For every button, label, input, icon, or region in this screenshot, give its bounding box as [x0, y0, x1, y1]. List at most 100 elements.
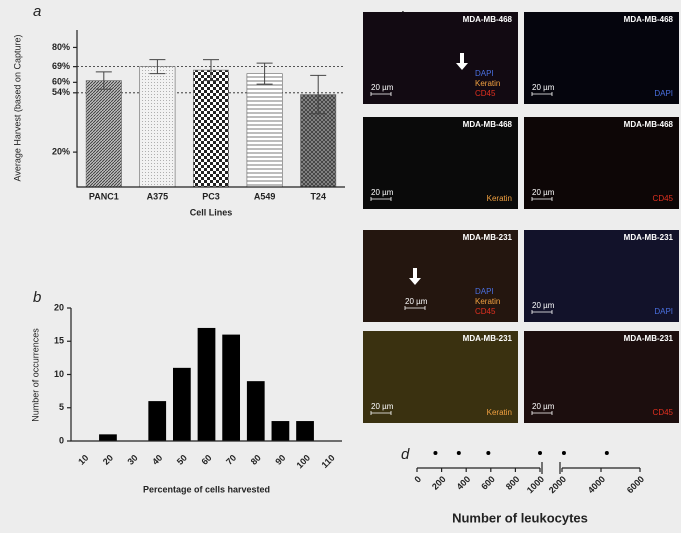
- micrograph: [524, 117, 679, 209]
- x-tick-label: 4000: [586, 474, 607, 495]
- x-tick-label: T24: [310, 191, 326, 201]
- panel-letter: b: [33, 289, 41, 306]
- x-tick-label: 0: [412, 474, 423, 485]
- x-tick-label: 10: [76, 453, 90, 467]
- bar: [246, 73, 283, 188]
- x-tick-label: 200: [430, 474, 448, 492]
- micrograph: [363, 117, 518, 209]
- x-tick-label: PC3: [202, 191, 220, 201]
- scale-bar: [370, 197, 392, 201]
- x-tick-label: 60: [199, 453, 213, 467]
- scale-label: 20 µm: [532, 83, 555, 92]
- scale-label: 20 µm: [371, 402, 394, 411]
- panel-letter: d: [401, 446, 410, 463]
- axis-break: [541, 462, 561, 474]
- x-axis-label: Number of leukocytes: [452, 510, 588, 525]
- x-tick-label: PANC1: [89, 191, 119, 201]
- scale-bar: [531, 411, 553, 415]
- x-axis-label: Cell Lines: [190, 207, 233, 217]
- image-title: MDA-MB-468: [463, 15, 513, 24]
- channel-label: DAPI: [475, 287, 494, 296]
- scale-bar: [404, 306, 426, 310]
- y-axis-label: Average Harvest (based on Capture): [12, 35, 22, 182]
- channel-label: DAPI: [654, 307, 673, 316]
- micrograph: [524, 12, 679, 104]
- x-axis-label: Percentage of cells harvested: [143, 484, 270, 494]
- channel-label: DAPI: [475, 69, 494, 78]
- y-tick-label: 69%: [52, 61, 70, 71]
- image-title: MDA-MB-231: [624, 334, 674, 343]
- panel-letter: a: [33, 3, 41, 20]
- y-tick-label: 0: [59, 435, 64, 445]
- micrograph: [363, 12, 518, 104]
- point: [538, 451, 542, 455]
- x-tick-label: 600: [479, 474, 497, 492]
- x-tick-label: 30: [126, 453, 140, 467]
- scale-label: 20 µm: [371, 188, 394, 197]
- image-title: MDA-MB-231: [463, 233, 513, 242]
- point: [604, 451, 609, 455]
- point: [456, 451, 461, 455]
- channel-label: Keratin: [487, 194, 512, 203]
- y-tick-label: 5: [59, 402, 64, 412]
- scale-bar: [531, 92, 553, 96]
- scale-label: 20 µm: [532, 402, 555, 411]
- bar: [148, 401, 167, 441]
- point: [486, 451, 491, 455]
- scale-bar: [370, 92, 392, 96]
- channel-label: Keratin: [475, 79, 500, 88]
- y-tick-label: 20: [54, 302, 64, 312]
- x-tick-label: 90: [273, 453, 287, 467]
- scale-label: 20 µm: [371, 83, 394, 92]
- x-tick-label: 1000: [525, 474, 546, 495]
- bar: [193, 69, 229, 188]
- x-tick-label: 2000: [547, 474, 568, 495]
- channel-label: Keratin: [475, 297, 500, 306]
- y-tick-label: 60%: [52, 77, 70, 87]
- image-title: MDA-MB-468: [463, 120, 513, 129]
- bar: [271, 421, 290, 441]
- x-tick-label: A549: [254, 191, 276, 201]
- image-title: MDA-MB-468: [624, 120, 674, 129]
- bar: [99, 434, 117, 441]
- x-tick-label: 80: [249, 453, 263, 467]
- point: [561, 451, 566, 455]
- scale-bar: [531, 310, 553, 314]
- channel-label: Keratin: [487, 408, 512, 417]
- micrograph: [363, 331, 518, 423]
- scale-label: 20 µm: [532, 301, 555, 310]
- micrograph: [524, 230, 679, 322]
- x-tick-label: 800: [504, 474, 522, 492]
- arrow: [456, 53, 468, 70]
- axes: [70, 308, 342, 442]
- image-title: MDA-MB-468: [624, 15, 674, 24]
- image-title: MDA-MB-231: [624, 233, 674, 242]
- scale-label: 20 µm: [405, 297, 428, 306]
- scale-bar: [531, 197, 553, 201]
- x-tick-label: 20: [101, 453, 115, 467]
- image-title: MDA-MB-231: [463, 334, 513, 343]
- y-axis-label: Number of occurrences: [30, 328, 40, 422]
- y-tick-label: 80%: [52, 42, 70, 52]
- y-tick-label: 10: [54, 369, 64, 379]
- x-tick-label: 50: [175, 453, 189, 467]
- micrograph: [524, 331, 679, 423]
- bar: [172, 367, 191, 441]
- axes: [76, 30, 345, 188]
- scale-bar: [370, 411, 392, 415]
- channel-label: CD45: [475, 307, 496, 316]
- x-tick-label: 6000: [625, 474, 646, 495]
- x-tick-label: 400: [455, 474, 473, 492]
- bar: [222, 334, 241, 441]
- x-tick-label: 110: [319, 453, 336, 470]
- y-tick-label: 15: [54, 336, 64, 346]
- channel-label: DAPI: [654, 89, 673, 98]
- x-tick-label: 40: [150, 453, 164, 467]
- y-tick-label: 20%: [52, 146, 70, 156]
- channel-label: CD45: [475, 89, 496, 98]
- bar: [246, 381, 265, 441]
- channel-label: CD45: [653, 408, 674, 417]
- x-tick-label: 100: [294, 453, 312, 471]
- bar: [197, 327, 216, 441]
- micrograph: [363, 230, 518, 322]
